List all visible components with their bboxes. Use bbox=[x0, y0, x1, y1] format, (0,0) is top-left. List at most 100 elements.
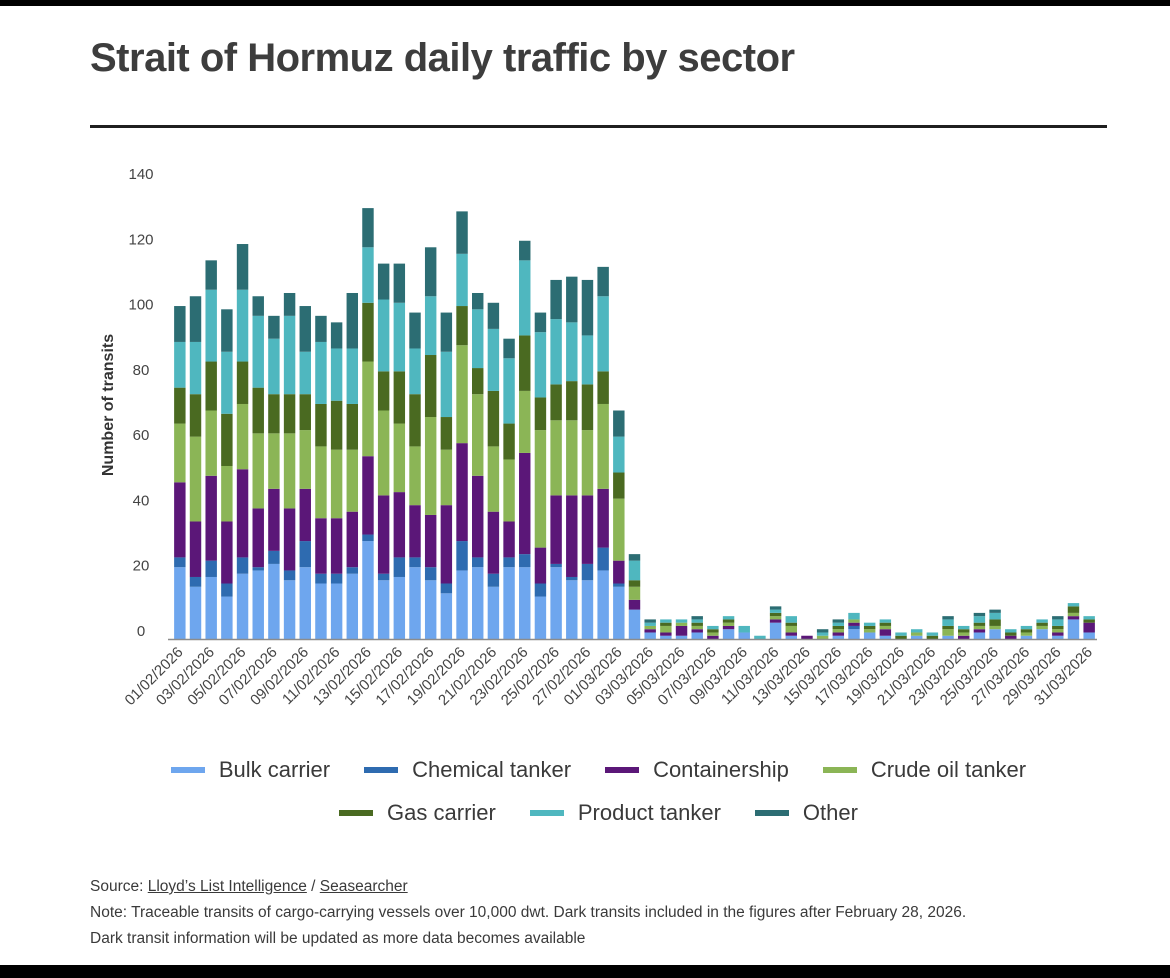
bar-bulk-carrier-18-03-2026[interactable] bbox=[879, 635, 892, 639]
bar-containership-26-02-2026[interactable] bbox=[566, 495, 578, 577]
bar-containership-06-02-2026[interactable] bbox=[252, 508, 264, 568]
bar-other-05-02-2026[interactable] bbox=[236, 244, 249, 290]
bar-bulk-carrier-05-02-2026[interactable] bbox=[236, 573, 249, 639]
bar-crude-oil-tanker-03-02-2026[interactable] bbox=[205, 410, 217, 476]
bar-product-tanker-23-02-2026[interactable] bbox=[519, 260, 531, 336]
bar-chemical-tanker-17-02-2026[interactable] bbox=[424, 567, 437, 581]
bar-gas-carrier-17-02-2026[interactable] bbox=[424, 355, 437, 418]
bar-chemical-tanker-23-02-2026[interactable] bbox=[519, 554, 531, 568]
bar-gas-carrier-18-03-2026[interactable] bbox=[879, 622, 892, 626]
bar-product-tanker-27-03-2026[interactable] bbox=[1020, 625, 1033, 630]
bar-product-tanker-14-02-2026[interactable] bbox=[377, 299, 390, 372]
bar-product-tanker-18-03-2026[interactable] bbox=[879, 619, 892, 623]
bar-product-tanker-29-03-2026[interactable] bbox=[1052, 619, 1064, 626]
bar-containership-21-02-2026[interactable] bbox=[487, 511, 500, 574]
bar-other-27-02-2026[interactable] bbox=[581, 279, 594, 336]
bar-product-tanker-25-03-2026[interactable] bbox=[989, 612, 1001, 620]
bar-product-tanker-24-03-2026[interactable] bbox=[973, 616, 986, 623]
bar-crude-oil-tanker-03-03-2026[interactable] bbox=[644, 625, 656, 630]
bar-gas-carrier-21-02-2026[interactable] bbox=[487, 390, 500, 447]
bar-bulk-carrier-08-03-2026[interactable] bbox=[722, 629, 735, 639]
legend-item-other[interactable]: Other bbox=[754, 800, 858, 826]
bar-chemical-tanker-24-02-2026[interactable] bbox=[534, 583, 547, 597]
bar-crude-oil-tanker-28-02-2026[interactable] bbox=[597, 403, 609, 489]
bar-product-tanker-10-03-2026[interactable] bbox=[754, 635, 766, 639]
bar-product-tanker-21-02-2026[interactable] bbox=[487, 328, 500, 391]
bar-gas-carrier-25-02-2026[interactable] bbox=[550, 384, 562, 421]
bar-product-tanker-04-02-2026[interactable] bbox=[221, 351, 233, 414]
bar-gas-carrier-02-03-2026[interactable] bbox=[628, 580, 641, 587]
bar-crude-oil-tanker-30-03-2026[interactable] bbox=[1067, 612, 1080, 617]
bar-other-15-03-2026[interactable] bbox=[832, 619, 845, 623]
bar-crude-oil-tanker-12-03-2026[interactable] bbox=[785, 625, 797, 633]
bar-containership-09-02-2026[interactable] bbox=[299, 488, 311, 542]
bar-gas-carrier-22-03-2026[interactable] bbox=[942, 625, 954, 630]
bar-chemical-tanker-07-02-2026[interactable] bbox=[268, 550, 280, 564]
bar-gas-carrier-04-03-2026[interactable] bbox=[660, 622, 672, 626]
bar-bulk-carrier-13-02-2026[interactable] bbox=[362, 541, 374, 639]
bar-product-tanker-24-02-2026[interactable] bbox=[534, 332, 547, 398]
bar-gas-carrier-24-03-2026[interactable] bbox=[973, 622, 986, 626]
bar-bulk-carrier-24-03-2026[interactable] bbox=[973, 632, 986, 639]
bar-chemical-tanker-26-02-2026[interactable] bbox=[566, 576, 578, 581]
bar-chemical-tanker-25-02-2026[interactable] bbox=[550, 563, 562, 568]
bar-crude-oil-tanker-20-02-2026[interactable] bbox=[472, 394, 484, 476]
bar-product-tanker-23-03-2026[interactable] bbox=[958, 625, 970, 630]
bar-other-22-02-2026[interactable] bbox=[503, 338, 515, 359]
bar-bulk-carrier-20-02-2026[interactable] bbox=[472, 567, 484, 639]
bar-product-tanker-03-02-2026[interactable] bbox=[205, 289, 217, 362]
bar-crude-oil-tanker-22-02-2026[interactable] bbox=[503, 459, 515, 522]
bar-product-tanker-01-02-2026[interactable] bbox=[174, 341, 186, 388]
bar-bulk-carrier-15-03-2026[interactable] bbox=[832, 635, 845, 639]
bar-chemical-tanker-01-02-2026[interactable] bbox=[174, 557, 186, 568]
bar-crude-oil-tanker-06-02-2026[interactable] bbox=[252, 433, 264, 509]
bar-containership-25-02-2026[interactable] bbox=[550, 495, 562, 564]
bar-other-22-03-2026[interactable] bbox=[942, 616, 954, 620]
bar-other-26-02-2026[interactable] bbox=[566, 276, 578, 323]
bar-crude-oil-tanker-29-03-2026[interactable] bbox=[1052, 629, 1064, 633]
bar-gas-carrier-27-03-2026[interactable] bbox=[1020, 629, 1033, 633]
bar-gas-carrier-10-02-2026[interactable] bbox=[315, 403, 327, 447]
bar-other-03-03-2026[interactable] bbox=[644, 619, 656, 623]
bar-product-tanker-16-03-2026[interactable] bbox=[848, 612, 860, 620]
bar-containership-17-02-2026[interactable] bbox=[424, 514, 437, 568]
bar-gas-carrier-12-02-2026[interactable] bbox=[346, 403, 359, 450]
bar-gas-carrier-19-02-2026[interactable] bbox=[456, 306, 468, 346]
bar-bulk-carrier-22-03-2026[interactable] bbox=[942, 635, 954, 639]
bar-product-tanker-12-02-2026[interactable] bbox=[346, 348, 359, 404]
bar-crude-oil-tanker-01-03-2026[interactable] bbox=[613, 498, 625, 561]
bar-chemical-tanker-22-02-2026[interactable] bbox=[503, 557, 515, 568]
bar-bulk-carrier-06-02-2026[interactable] bbox=[252, 570, 264, 639]
bar-containership-23-03-2026[interactable] bbox=[958, 635, 970, 639]
bar-gas-carrier-30-03-2026[interactable] bbox=[1067, 606, 1080, 613]
bar-product-tanker-28-02-2026[interactable] bbox=[597, 296, 609, 372]
bar-crude-oil-tanker-20-03-2026[interactable] bbox=[910, 632, 923, 636]
bar-chemical-tanker-14-02-2026[interactable] bbox=[377, 573, 390, 581]
bar-gas-carrier-13-02-2026[interactable] bbox=[362, 302, 374, 362]
bar-bulk-carrier-24-02-2026[interactable] bbox=[534, 596, 547, 639]
bar-gas-carrier-24-02-2026[interactable] bbox=[534, 397, 547, 431]
bar-chemical-tanker-02-02-2026[interactable] bbox=[189, 576, 202, 587]
bar-bulk-carrier-27-03-2026[interactable] bbox=[1020, 635, 1033, 639]
bar-crude-oil-tanker-16-02-2026[interactable] bbox=[409, 446, 421, 506]
bar-product-tanker-04-03-2026[interactable] bbox=[660, 619, 672, 623]
bar-gas-carrier-25-03-2026[interactable] bbox=[989, 619, 1001, 626]
bar-product-tanker-20-03-2026[interactable] bbox=[910, 629, 923, 633]
bar-chemical-tanker-08-02-2026[interactable] bbox=[283, 570, 296, 581]
bar-crude-oil-tanker-09-02-2026[interactable] bbox=[299, 430, 311, 489]
bar-bulk-carrier-30-03-2026[interactable] bbox=[1067, 619, 1080, 639]
bar-containership-22-02-2026[interactable] bbox=[503, 521, 515, 558]
bar-crude-oil-tanker-18-02-2026[interactable] bbox=[440, 449, 453, 506]
bar-bulk-carrier-27-02-2026[interactable] bbox=[581, 580, 594, 639]
bar-crude-oil-tanker-05-03-2026[interactable] bbox=[675, 622, 688, 626]
bar-crude-oil-tanker-17-02-2026[interactable] bbox=[424, 417, 437, 515]
bar-containership-13-03-2026[interactable] bbox=[801, 635, 813, 639]
legend-item-bulk-carrier[interactable]: Bulk carrier bbox=[170, 757, 330, 783]
bar-product-tanker-08-03-2026[interactable] bbox=[722, 616, 735, 620]
bar-containership-01-02-2026[interactable] bbox=[174, 482, 186, 558]
bar-chemical-tanker-06-02-2026[interactable] bbox=[252, 567, 264, 571]
bar-bulk-carrier-15-02-2026[interactable] bbox=[393, 576, 406, 639]
bar-crude-oil-tanker-08-03-2026[interactable] bbox=[722, 622, 735, 626]
bar-bulk-carrier-25-02-2026[interactable] bbox=[550, 567, 562, 639]
bar-other-09-02-2026[interactable] bbox=[299, 306, 311, 352]
